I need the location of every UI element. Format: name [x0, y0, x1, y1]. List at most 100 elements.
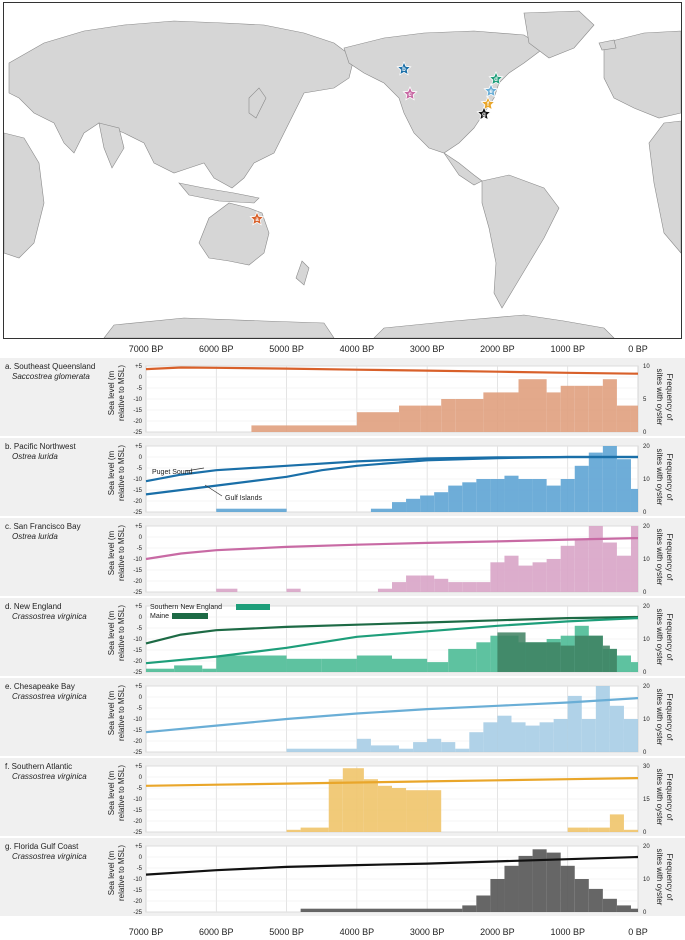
sea-level-tick-label: 0: [139, 695, 143, 701]
landmass-eurasia: [8, 20, 355, 189]
frequency-bar: [595, 686, 610, 752]
sea-level-tick-label: -20: [133, 899, 142, 905]
map-marker-e-label: e: [489, 89, 493, 95]
frequency-bar: [518, 855, 533, 912]
frequency-bar: [441, 742, 456, 752]
frequency-bar: [455, 399, 484, 432]
frequency-tick-label: 20: [643, 604, 650, 610]
frequency-bar: [546, 392, 561, 432]
y-axis-label-right: Frequency of: [665, 454, 674, 501]
x-tick-label-top: 1000 BP: [550, 344, 585, 354]
frequency-bar: [525, 725, 540, 752]
y-axis-label-right: sites with oyster: [655, 449, 664, 506]
sea-level-line: [145, 777, 639, 787]
frequency-bar: [300, 827, 329, 832]
sea-level-tick-label: -25: [133, 590, 142, 596]
map-marker-b-label: b: [402, 67, 406, 73]
y-axis-label-left: relative to MSL): [117, 765, 126, 821]
sea-level-tick-label: -5: [137, 546, 143, 552]
frequency-bar: [532, 479, 547, 512]
frequency-bar: [146, 668, 175, 672]
map-marker-c-label: c: [408, 92, 412, 98]
frequency-bar: [602, 542, 617, 592]
frequency-bar: [630, 488, 638, 512]
sea-level-tick-label: 0: [139, 775, 143, 781]
frequency-tick-label: 0: [643, 830, 647, 836]
sea-level-tick-label: -15: [133, 408, 142, 414]
y-axis-label-left: relative to MSL): [117, 685, 126, 741]
frequency-bar: [560, 385, 575, 432]
frequency-bar: [602, 446, 617, 512]
sea-level-tick-label: +5: [135, 604, 143, 610]
frequency-bar: [490, 879, 505, 912]
sea-level-tick-label: -10: [133, 477, 142, 483]
y-axis-label-right: sites with oyster: [655, 369, 664, 426]
landmass-africa-east: [648, 120, 681, 254]
y-axis-label-left: Sea level (m: [107, 690, 116, 735]
sea-level-tick-label: -5: [137, 386, 143, 392]
y-axis-label-right: Frequency of: [665, 534, 674, 581]
frequency-tick-label: 10: [643, 717, 650, 723]
map-marker-a-label: a: [255, 217, 259, 223]
frequency-tick-label: 10: [643, 557, 650, 563]
sea-level-tick-label: -25: [133, 750, 142, 756]
map-marker-b-icon: [396, 61, 412, 76]
frequency-bar: [588, 526, 603, 592]
legend-swatch-southern-new-england: [236, 604, 270, 610]
map-marker-f-icon: [480, 96, 496, 111]
landmass-antarctica-left: [103, 317, 335, 338]
x-tick-label-top: 2000 BP: [480, 344, 515, 354]
frequency-tick-label: 30: [643, 764, 650, 770]
sea-level-tick-label: -15: [133, 808, 142, 814]
x-tick-label-bottom: 3000 BP: [410, 927, 445, 937]
panel-title: e. Chesapeake Bay: [5, 682, 75, 691]
frequency-bar: [518, 565, 533, 592]
frequency-tick-label: 0: [643, 430, 647, 436]
sea-level-tick-label: -20: [133, 499, 142, 505]
frequency-bar: [476, 642, 491, 672]
sea-level-tick-label: -5: [137, 786, 143, 792]
frequency-bar: [462, 905, 477, 912]
map-marker-d-icon: [488, 71, 504, 86]
map-marker-a-icon: [249, 211, 265, 226]
y-axis-label-right: sites with oyster: [655, 769, 664, 826]
frequency-bar: [427, 738, 442, 752]
map-marker-f-label: f: [487, 102, 490, 108]
landmass-europe: [603, 30, 681, 119]
sea-level-tick-label: -25: [133, 910, 142, 916]
frequency-bar: [441, 399, 456, 432]
y-axis-label-right: Frequency of: [665, 774, 674, 821]
frequency-bar: [448, 582, 463, 592]
frequency-bar: [406, 498, 421, 512]
frequency-bar: [370, 745, 400, 752]
panel-d: +5 0 -5 -10 -15 -20 -25 20 10 0 Southern New Engla…: [0, 598, 685, 676]
frequency-bar: [504, 475, 519, 512]
sea-level-tick-label: -20: [133, 419, 142, 425]
sea-level-tick-label: 0: [139, 615, 143, 621]
x-tick-label-bottom: 1000 BP: [550, 927, 585, 937]
panel-species: Crassostrea virginica: [12, 612, 87, 621]
frequency-bar: [476, 479, 491, 512]
annotation-puget-sound: Puget Sound: [152, 469, 193, 476]
y-axis-label-right: sites with oyster: [655, 529, 664, 586]
frequency-tick-label: 0: [643, 670, 647, 676]
panel-title: d. New England: [5, 602, 61, 611]
sea-level-tick-label: -10: [133, 797, 142, 803]
frequency-bar: [574, 539, 589, 592]
frequency-bar: [574, 465, 589, 512]
frequency-bar: [504, 392, 519, 432]
sea-level-tick-label: +5: [135, 444, 143, 450]
sea-level-tick-label: -5: [137, 706, 143, 712]
sea-level-tick-label: -15: [133, 728, 142, 734]
map-marker-g-label: g: [482, 112, 486, 118]
landmass-india: [98, 122, 125, 169]
panel-species: Saccostrea glomerata: [12, 372, 90, 381]
frequency-bar: [413, 742, 428, 752]
sea-level-line: [145, 617, 639, 665]
frequency-bar: [616, 555, 631, 592]
sea-level-tick-label: 0: [139, 375, 143, 381]
frequency-bar: [602, 898, 617, 912]
panel-e: +5 0 -5 -10 -15 -20 -25 20 10 0 e. Chesapeake BayC…: [0, 678, 685, 756]
frequency-bar: [616, 405, 631, 432]
sea-level-tick-label: -25: [133, 510, 142, 516]
